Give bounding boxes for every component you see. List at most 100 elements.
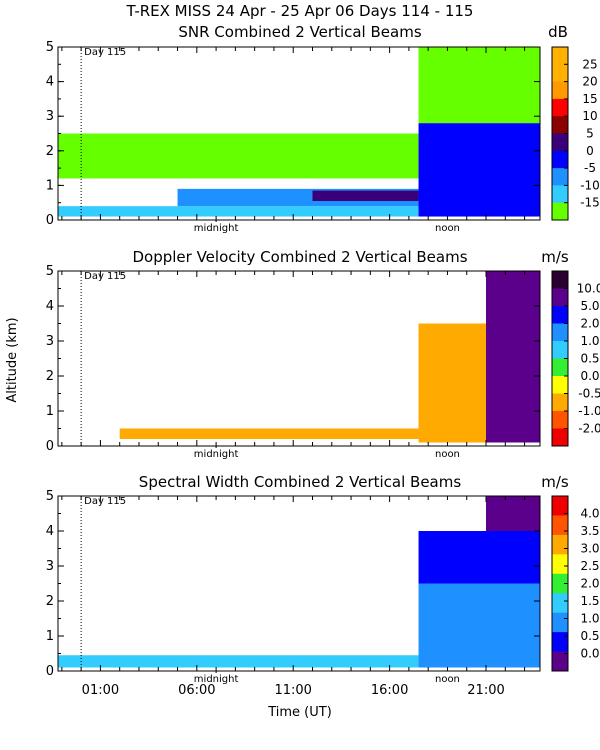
colorbar-tick-label: -10 [580, 178, 600, 192]
heatmap-region-2 [418, 531, 540, 584]
spectral-width-panel-title: Spectral Width Combined 2 Vertical Beams [139, 473, 462, 491]
day-label: Day 115 [84, 271, 126, 282]
colorbar-swatch [552, 428, 568, 447]
heatmap-region-4 [418, 123, 540, 217]
x-axis-label: Time (UT) [267, 705, 332, 720]
colorbar-swatch [552, 593, 568, 614]
y-tick-label: 1 [46, 404, 54, 419]
colorbar-tick-label: 3.0 [580, 542, 599, 556]
colorbar-swatch [552, 288, 568, 307]
y-tick-label: 3 [46, 109, 54, 124]
y-tick-label: 5 [46, 40, 54, 55]
colorbar-swatch [552, 358, 568, 377]
midnight-label: midnight [194, 223, 239, 234]
colorbar-tick-label: 0 [586, 144, 594, 158]
x-tick-labels: 01:00 06:00 11:00 16:00 21:00 [82, 683, 505, 698]
colorbar-tick-label: 5.0 [580, 299, 599, 313]
day-label: Day 115 [84, 47, 126, 58]
colorbar-tick-label: 0.5 [580, 352, 599, 366]
colorbar-swatch [552, 612, 568, 633]
colorbar-tick-label: 10.0 [577, 282, 600, 296]
y-tick-label: 2 [46, 369, 54, 384]
colorbar-tick-label: -0.5 [578, 387, 600, 401]
midnight-label: midnight [194, 449, 239, 460]
colorbar-swatch [552, 515, 568, 536]
colorbar-tick-label: 0.5 [580, 629, 599, 643]
colorbar-tick-label: 3.5 [580, 524, 599, 538]
colorbar-swatch [552, 341, 568, 359]
heatmap-area [119, 271, 540, 443]
noon-label: noon [435, 449, 460, 460]
doppler-panel: Day 115 0 1 2 3 4 5 midnight noon 10.0 5.0 2.0 1.0 0.… [46, 264, 600, 460]
colorbar-swatch [552, 632, 568, 653]
doppler-colorbar-unit: m/s [541, 248, 569, 266]
colorbar-tick-label: 5 [586, 127, 594, 141]
colorbar-tick-label: 10 [582, 109, 597, 123]
colorbar-tick-label: 1.0 [580, 612, 599, 626]
colorbar-swatch [552, 185, 568, 204]
y-tick-label: 4 [46, 299, 54, 314]
y-axis-label: Altitude (km) [5, 317, 20, 402]
colorbar-swatch [552, 150, 568, 169]
colorbar-tick-label: 2.0 [580, 577, 599, 591]
colorbar-swatch [552, 411, 568, 429]
noon-label: noon [435, 674, 460, 685]
colorbar-swatch [552, 116, 568, 134]
noon-label: noon [435, 223, 460, 234]
colorbar-swatch [552, 47, 568, 65]
spectral-width-panel: Day 115 0 1 2 3 4 5 midnight noon 4.0 3.5 3.0 2.5 2.0… [46, 489, 600, 685]
heatmap-region-1 [418, 583, 540, 668]
doppler-panel-title: Doppler Velocity Combined 2 Vertical Bea… [132, 248, 467, 266]
colorbar-swatch [552, 271, 568, 289]
colorbar-tick-label: 20 [582, 75, 597, 89]
colorbar-swatch [552, 534, 568, 555]
y-tick-label: 0 [46, 439, 54, 454]
colorbar-tick-label: 15 [582, 92, 597, 106]
colorbar-swatch [552, 168, 568, 186]
snr-panel: Day 115 0 1 2 3 4 5 midnight noon 25 20 15 10 5 0 -5 -10… [46, 40, 600, 234]
colorbar-tick-label: 1.0 [580, 334, 599, 348]
snr-colorbar-unit: dB [548, 23, 568, 41]
colorbar-tick-label: 0.0 [580, 647, 599, 661]
heatmap-area [58, 47, 540, 217]
y-tick-label: 2 [46, 144, 54, 159]
colorbar-swatch [552, 376, 568, 394]
heatmap-region-0 [119, 428, 419, 439]
heatmap-region-0 [58, 206, 419, 217]
colorbar-swatch [552, 133, 568, 152]
y-tick-label: 3 [46, 559, 54, 574]
heatmap-region-0 [58, 655, 419, 668]
y-tick-label: 1 [46, 178, 54, 193]
colorbar-tick-label: 2.5 [580, 559, 599, 573]
colorbar-tick-label: -15 [580, 196, 600, 210]
x-tick-label: 11:00 [274, 683, 311, 698]
colorbar-swatch [552, 306, 568, 324]
x-tick-label: 01:00 [82, 683, 119, 698]
y-tick-label: 2 [46, 594, 54, 609]
colorbar-swatch [552, 651, 568, 672]
colorbar-swatch [552, 81, 568, 100]
day-label: Day 115 [84, 496, 126, 507]
colorbar-swatch [552, 554, 568, 575]
x-tick-label: 06:00 [178, 683, 215, 698]
colorbar-swatch [552, 98, 568, 117]
colorbar-swatch [552, 202, 568, 221]
heatmap-region-2 [312, 190, 419, 201]
heatmap-region-3 [486, 496, 540, 531]
colorbar-swatch [552, 573, 568, 594]
spectral-width-colorbar-unit: m/s [541, 473, 569, 491]
heatmap-area [58, 496, 540, 668]
colorbar-tick-label: -5 [584, 161, 596, 175]
colorbar-swatch [552, 496, 568, 516]
colorbar-tick-label: 25 [582, 57, 597, 71]
y-tick-label: 4 [46, 524, 54, 539]
y-tick-label: 0 [46, 664, 54, 679]
colorbar-tick-label: -1.0 [578, 404, 600, 418]
colorbar-tick-label: -2.0 [578, 422, 600, 436]
y-tick-label: 3 [46, 334, 54, 349]
colorbar-swatch [552, 393, 568, 412]
x-tick-label: 21:00 [467, 683, 504, 698]
colorbar-swatch [552, 323, 568, 342]
figure-title: T-REX MISS 24 Apr - 25 Apr 06 Days 114 -… [126, 2, 474, 20]
